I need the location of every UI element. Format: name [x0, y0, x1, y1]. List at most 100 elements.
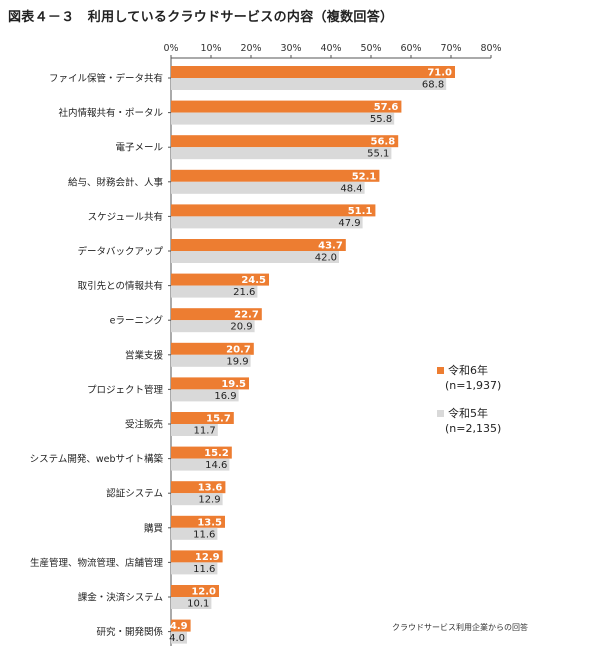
bar-previous: [171, 562, 218, 575]
value-label-previous: 48.4: [340, 183, 362, 194]
bar-current: [171, 273, 269, 286]
category-label: 電子メール: [115, 143, 163, 154]
bar-previous: [171, 112, 395, 125]
category-label: 課金・決済システム: [78, 592, 163, 604]
value-label-previous: 42.0: [315, 253, 337, 264]
value-label-previous: 47.9: [338, 218, 360, 229]
bar-previous: [171, 597, 212, 609]
bar-current: [171, 446, 232, 459]
value-label-previous: 19.9: [226, 356, 248, 367]
value-label-previous: 21.6: [233, 287, 255, 298]
bar-current: [171, 308, 262, 321]
bar-previous: [171, 181, 365, 194]
value-label-previous: 4.0: [169, 633, 185, 644]
value-label-previous: 11.6: [193, 564, 215, 575]
bar-previous: [171, 285, 258, 298]
value-label-previous: 11.7: [194, 426, 216, 437]
bar-previous: [171, 458, 230, 471]
category-label: データバックアップ: [77, 246, 163, 258]
category-label: ファイル保管・データ共有: [49, 73, 163, 85]
value-label-current: 52.1: [352, 171, 377, 182]
value-label-previous: 12.9: [198, 495, 220, 506]
value-label-current: 22.7: [234, 310, 259, 321]
x-tick-label: 50%: [360, 43, 381, 54]
legend-label-previous: 令和5年: [448, 406, 488, 420]
bar-current: [171, 100, 402, 113]
bar-current: [171, 135, 399, 148]
value-label-current: 43.7: [318, 241, 343, 252]
value-label-current: 20.7: [226, 344, 251, 355]
bar-previous: [171, 320, 255, 333]
x-tick-label: 40%: [320, 43, 341, 54]
bar-current: [171, 66, 455, 78]
bar-previous: [171, 78, 447, 90]
value-label-current: 24.5: [241, 275, 266, 286]
value-label-current: 15.7: [206, 414, 231, 425]
bar-current: [171, 204, 376, 217]
value-label-current: 71.0: [427, 68, 452, 79]
bar-previous: [171, 527, 218, 540]
bar-current: [171, 239, 346, 251]
bar-current: [171, 619, 191, 632]
category-label: 給与、財務会計、人事: [68, 176, 164, 188]
bar-previous: [171, 251, 339, 263]
category-label: 受注販売: [125, 419, 163, 431]
value-label-current: 51.1: [348, 206, 373, 217]
category-label: eラーニング: [110, 315, 164, 327]
value-label-current: 4.9: [170, 621, 188, 632]
category-label: 購買: [144, 522, 164, 534]
x-tick-label: 70%: [440, 43, 461, 54]
value-label-current: 56.8: [371, 137, 396, 148]
category-label: 営業支援: [125, 349, 164, 361]
category-label: 生産管理、物流管理、店舗管理: [30, 557, 164, 569]
bar-current: [171, 550, 223, 563]
value-label-previous: 55.8: [370, 114, 392, 125]
x-tick-label: 0%: [163, 43, 178, 54]
legend-sub-previous: (n=2,135): [445, 422, 501, 435]
legend-swatch-current: [437, 367, 444, 374]
value-label-previous: 55.1: [367, 149, 389, 160]
bar-current: [171, 169, 380, 182]
bar-current: [171, 481, 226, 494]
category-label: 認証システム: [106, 488, 163, 500]
value-label-previous: 68.8: [422, 80, 444, 91]
category-label: スケジュール共有: [88, 211, 163, 223]
value-label-previous: 11.6: [193, 529, 215, 540]
value-label-current: 12.0: [191, 587, 216, 598]
value-label-previous: 20.9: [230, 322, 252, 333]
x-tick-label: 20%: [240, 43, 261, 54]
legend-swatch-previous: [437, 410, 444, 417]
value-label-current: 13.6: [198, 483, 223, 494]
value-label-current: 15.2: [204, 448, 229, 459]
chart-title: 図表４－３ 利用しているクラウドサービスの内容（複数回答）: [8, 10, 394, 25]
value-label-current: 19.5: [221, 379, 246, 390]
value-label-previous: 10.1: [187, 599, 209, 610]
category-label: システム開発、webサイト構築: [30, 453, 164, 465]
legend-label-current: 令和6年: [448, 363, 488, 377]
bar-previous: [171, 389, 239, 402]
bar-current: [171, 412, 234, 424]
category-label: プロジェクト管理: [87, 384, 164, 396]
value-label-current: 57.6: [374, 102, 399, 113]
value-label-current: 13.5: [197, 517, 222, 528]
bar-current: [171, 585, 219, 597]
value-label-previous: 16.9: [214, 391, 236, 402]
bar-current: [171, 342, 254, 355]
value-label-current: 12.9: [195, 552, 220, 563]
bar-previous: [171, 493, 223, 506]
bar-previous: [171, 631, 187, 644]
bar-previous: [171, 354, 251, 367]
legend-sub-current: (n=1,937): [445, 379, 501, 392]
bar-previous: [171, 216, 363, 229]
category-label: 取引先との情報共有: [78, 280, 163, 292]
source-note: クラウドサービス利用企業からの回答: [392, 622, 528, 632]
bar-previous: [171, 424, 218, 436]
x-tick-label: 30%: [280, 43, 301, 54]
x-tick-label: 60%: [400, 43, 421, 54]
bar-current: [171, 377, 249, 390]
value-label-previous: 14.6: [205, 460, 227, 471]
category-label: 研究・開発関係: [96, 626, 163, 638]
category-label: 社内情報共有・ポータル: [58, 107, 163, 119]
bar-current: [171, 515, 225, 528]
